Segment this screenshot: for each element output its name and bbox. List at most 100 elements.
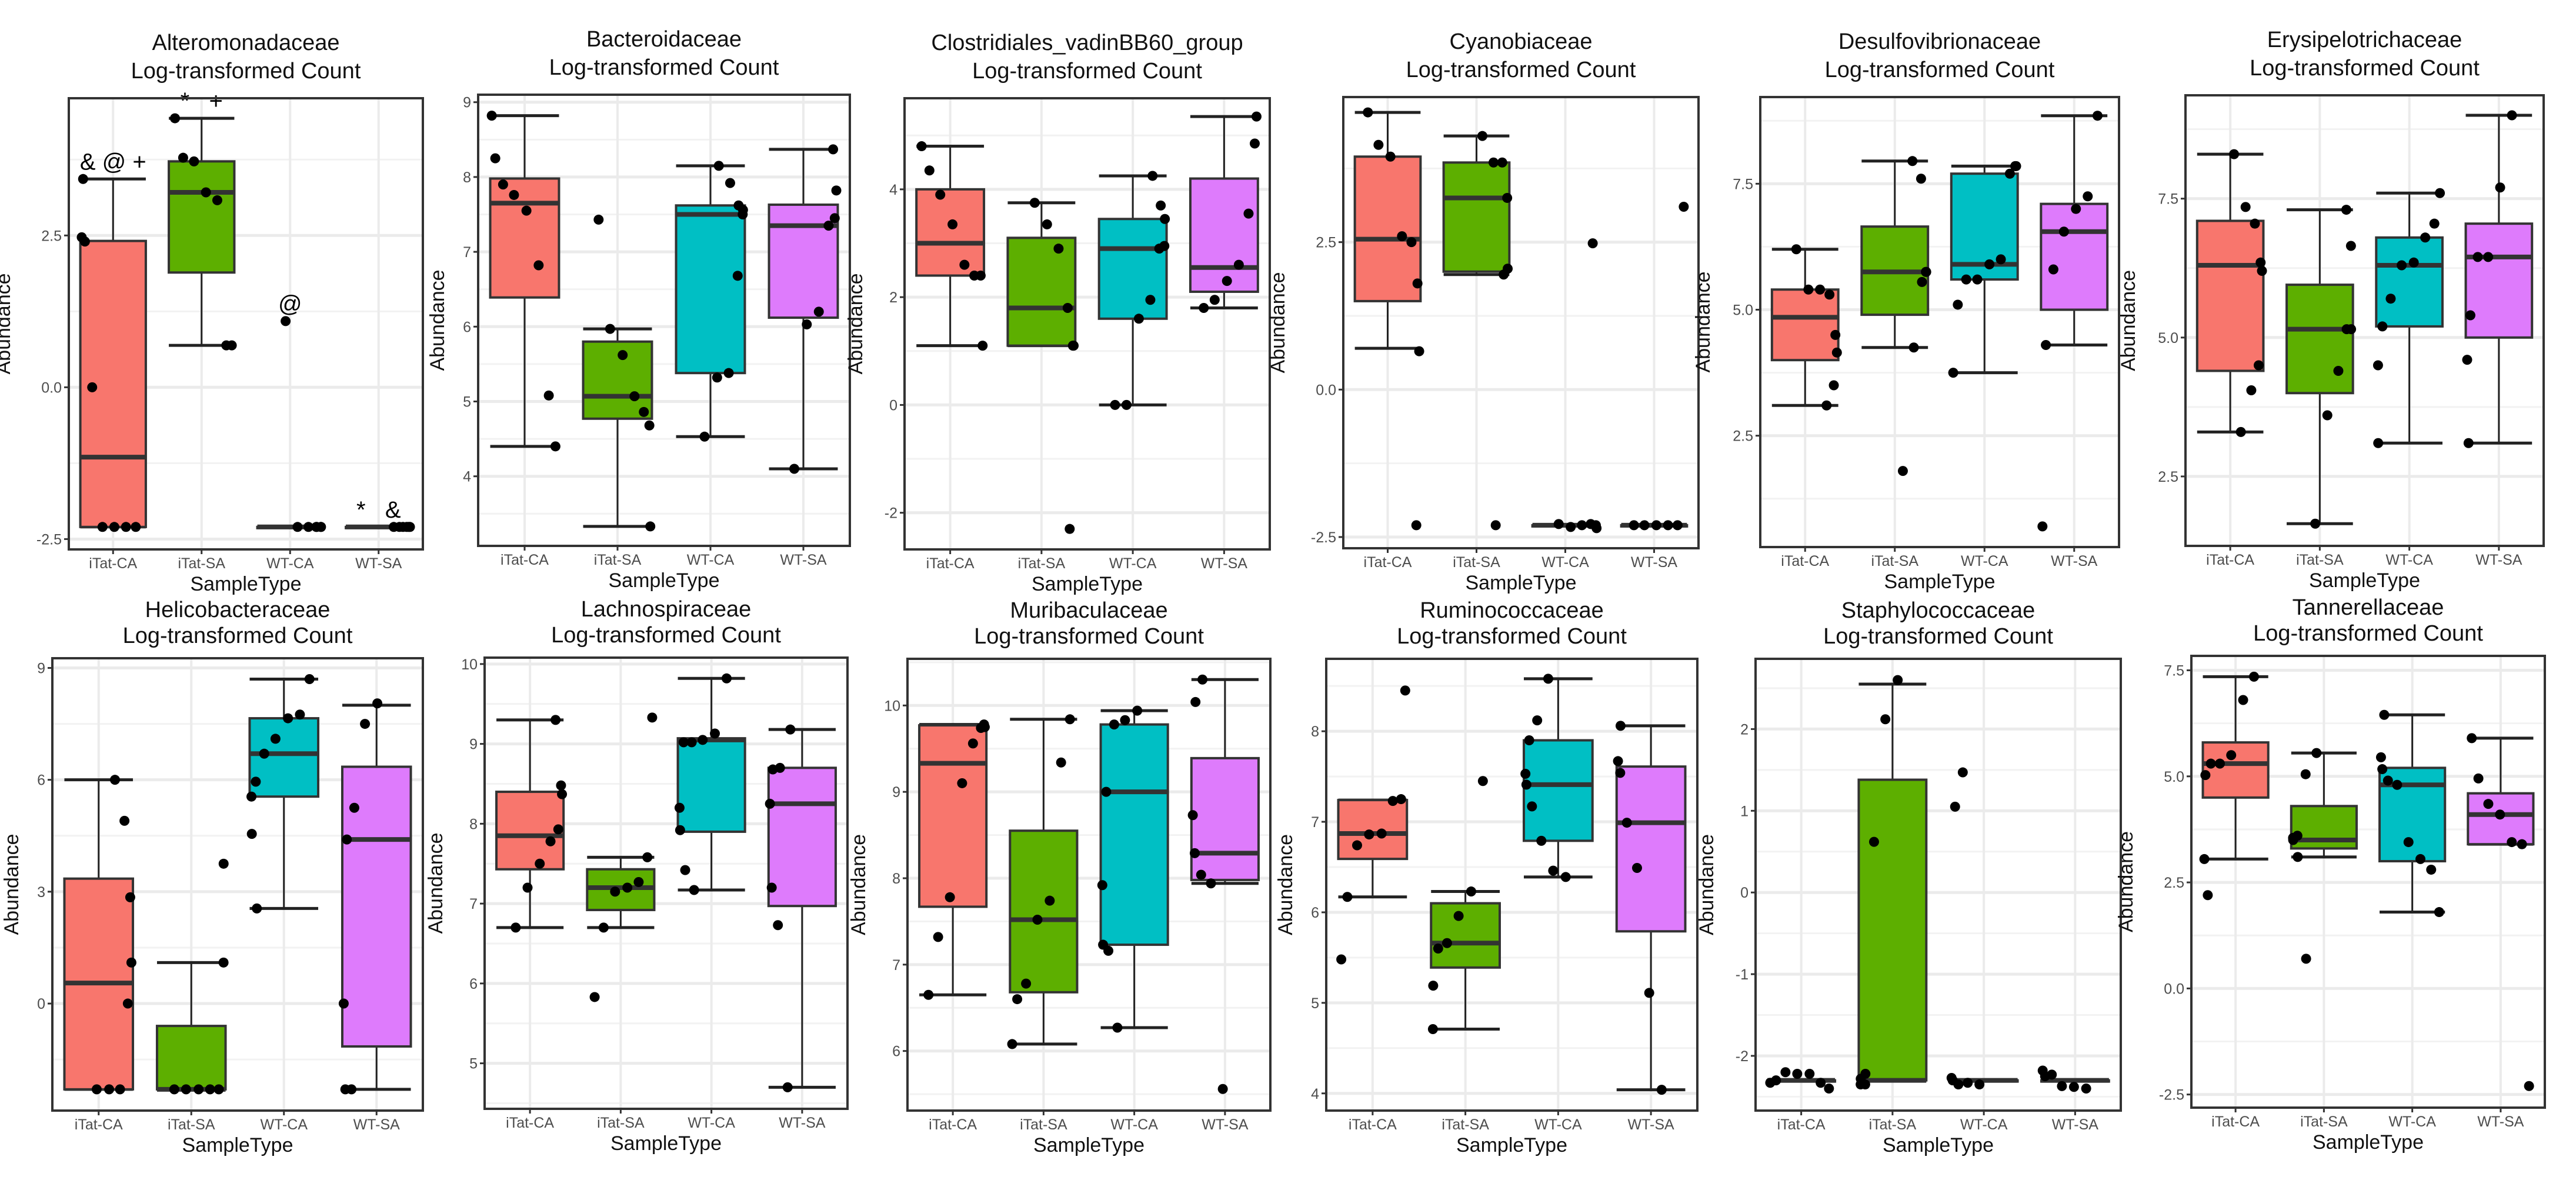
- iqr-box: [1857, 778, 1928, 1082]
- x-tick-label: WT-SA: [355, 555, 402, 572]
- data-point: [1893, 675, 1903, 685]
- data-point: [1103, 945, 1114, 956]
- data-point: [2403, 837, 2414, 848]
- data-point: [2004, 168, 2015, 179]
- data-point: [87, 382, 98, 392]
- data-point: [1433, 944, 1443, 954]
- iqr-box: [582, 340, 653, 420]
- box-itat-sa: [1442, 131, 1513, 531]
- data-point: [2071, 204, 2081, 214]
- x-tick-label: iTat-CA: [75, 1116, 123, 1133]
- y-tick-label: 6: [463, 319, 471, 335]
- iqr-box: [168, 160, 236, 274]
- data-point: [338, 998, 349, 1009]
- iqr-box: [248, 717, 320, 798]
- data-point: [1397, 231, 1407, 242]
- y-axis-title: Abundance: [847, 834, 870, 935]
- x-tick-label: WT-SA: [1631, 554, 1677, 571]
- x-axis-title: SampleType: [1883, 1134, 1994, 1156]
- x-tick-label: iTat-SA: [1871, 553, 1918, 569]
- data-point: [1502, 192, 1513, 203]
- significance-annotation: @: [278, 291, 302, 317]
- x-tick-label: iTat-SA: [597, 1115, 645, 1131]
- iqr-box: [1006, 236, 1077, 347]
- data-point: [1109, 719, 1119, 730]
- data-point: [1065, 524, 1075, 534]
- data-point: [1342, 892, 1353, 902]
- data-point: [1249, 138, 1260, 149]
- data-point: [556, 780, 566, 791]
- panel-title: Staphylococcaceae: [1841, 598, 2036, 623]
- data-point: [1336, 954, 1347, 965]
- panel-subtitle: Log-transformed Count: [1825, 58, 2055, 82]
- y-tick-label: -1: [1736, 966, 1749, 983]
- panel-subtitle: Log-transformed Count: [551, 623, 781, 648]
- data-point: [2253, 360, 2264, 371]
- data-point: [2293, 852, 2303, 862]
- data-point: [633, 876, 644, 887]
- iqr-box: [2040, 202, 2109, 311]
- panel-subtitle: Log-transformed Count: [2250, 56, 2480, 81]
- x-tick-label: WT-CA: [1534, 1116, 1582, 1133]
- y-tick-label: 6: [469, 976, 478, 992]
- x-tick-label: WT-SA: [779, 1115, 825, 1131]
- iqr-box: [1099, 723, 1169, 946]
- y-tick-label: 7: [1311, 814, 1319, 831]
- iqr-box: [2375, 236, 2444, 328]
- data-point: [2415, 854, 2425, 864]
- data-point: [2322, 410, 2333, 421]
- box-wt-sa: [1620, 201, 1689, 531]
- x-tick-label: iTat-CA: [2211, 1114, 2260, 1130]
- y-axis-title: Abundance: [0, 273, 15, 374]
- x-tick-label: WT-CA: [688, 1115, 735, 1131]
- data-point: [1527, 801, 1537, 812]
- y-axis-title: Abundance: [426, 269, 449, 371]
- data-point: [1396, 794, 1406, 805]
- data-point: [1414, 346, 1424, 356]
- panel-erysipelotrichaceae: Erysipelotrichaceae Log-transformed Count…: [2117, 28, 2545, 592]
- data-point: [721, 673, 732, 684]
- data-point: [1400, 685, 1410, 696]
- panel-cyanobiaceae: Cyanobiaceae Log-transformed Count -2.5 0.0…: [1267, 29, 1700, 594]
- data-point: [610, 886, 620, 897]
- y-tick-label: 5: [463, 394, 471, 411]
- data-point: [169, 113, 180, 124]
- y-tick-label: 0: [889, 397, 897, 414]
- box-wt-sa: [768, 144, 842, 474]
- data-point: [1897, 466, 1908, 476]
- data-point: [1577, 520, 1587, 531]
- x-axis-title: SampleType: [1466, 572, 1577, 594]
- data-point: [2300, 769, 2311, 779]
- data-point: [2507, 837, 2517, 848]
- x-axis-title: SampleType: [1884, 571, 1996, 593]
- data-point: [193, 1084, 204, 1095]
- plot-border: [1754, 658, 2122, 1112]
- data-point: [2092, 111, 2103, 121]
- x-tick-label: WT-CA: [1110, 1116, 1158, 1133]
- iqr-box: [155, 1025, 227, 1091]
- data-point: [689, 885, 699, 895]
- box-wt-ca: [246, 674, 320, 914]
- data-point: [1196, 869, 1206, 880]
- iqr-box: [1770, 288, 1840, 362]
- data-point: [1217, 1084, 1228, 1094]
- data-point: [1133, 314, 1144, 324]
- data-point: [2495, 809, 2505, 820]
- data-point: [1524, 735, 1534, 746]
- data-point: [678, 737, 689, 748]
- data-point: [1615, 768, 1626, 778]
- data-point: [975, 270, 986, 281]
- data-point: [802, 319, 812, 329]
- data-point: [680, 865, 690, 875]
- y-tick-label: 0: [1740, 885, 1749, 901]
- data-point: [1615, 721, 1626, 731]
- data-point: [1953, 1079, 1964, 1090]
- data-point: [91, 1084, 102, 1095]
- y-tick-label: -2.5: [36, 531, 62, 548]
- y-tick-label: 0: [37, 996, 45, 1012]
- data-point: [2379, 709, 2390, 720]
- data-point: [1831, 347, 1842, 358]
- data-point: [246, 829, 257, 839]
